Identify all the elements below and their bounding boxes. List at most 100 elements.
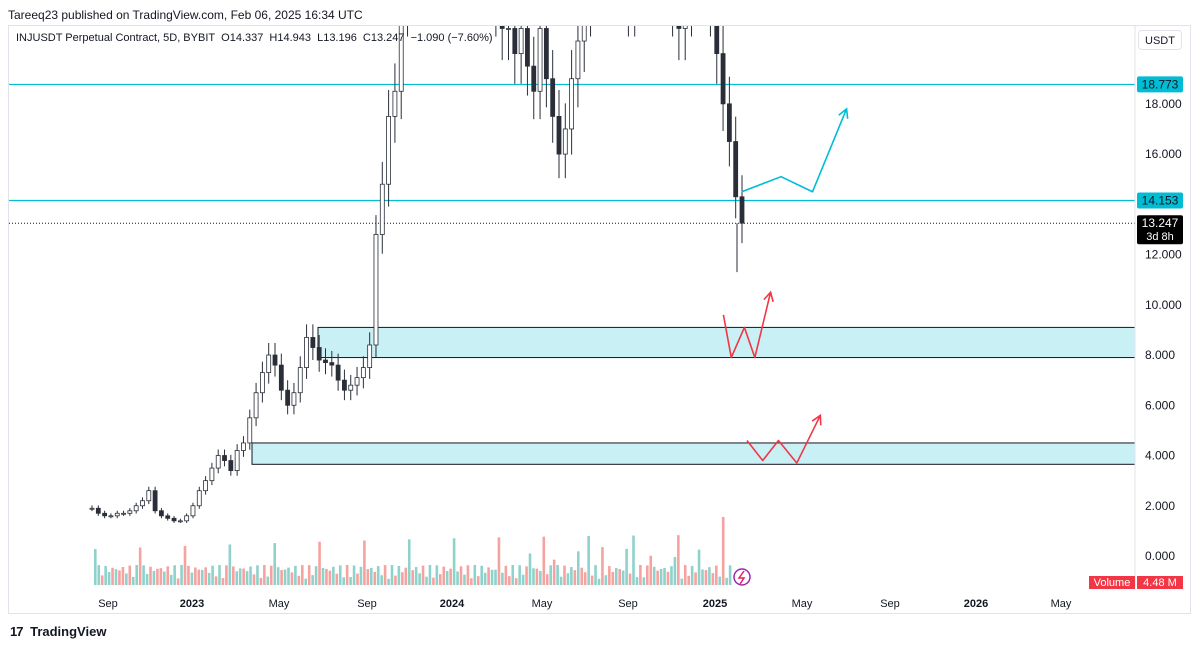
candle[interactable] bbox=[556, 90, 562, 179]
candle[interactable] bbox=[184, 513, 190, 523]
candle[interactable] bbox=[234, 444, 240, 476]
candle[interactable] bbox=[506, 0, 511, 61]
candle[interactable] bbox=[720, 23, 726, 131]
candle[interactable] bbox=[329, 350, 335, 377]
candle[interactable] bbox=[297, 356, 303, 403]
candle[interactable] bbox=[342, 369, 347, 401]
candle[interactable] bbox=[537, 0, 543, 120]
candle[interactable] bbox=[676, 0, 682, 61]
currency-button[interactable]: USDT bbox=[1138, 30, 1182, 50]
candle[interactable] bbox=[272, 342, 278, 377]
red-bounce-upper-arrowhead bbox=[763, 290, 774, 303]
candle-body bbox=[247, 417, 253, 444]
candle[interactable] bbox=[121, 510, 126, 516]
candle[interactable] bbox=[379, 161, 385, 254]
candle[interactable] bbox=[140, 497, 145, 509]
candle[interactable] bbox=[726, 76, 732, 167]
candle[interactable] bbox=[569, 50, 575, 155]
candle[interactable] bbox=[690, 0, 694, 37]
candle[interactable] bbox=[241, 436, 246, 457]
cyan-projection-arrowhead bbox=[838, 107, 849, 119]
candle[interactable] bbox=[285, 380, 291, 415]
candle[interactable] bbox=[639, 0, 643, 13]
candle[interactable] bbox=[190, 502, 196, 519]
candle[interactable] bbox=[708, 0, 712, 37]
candle[interactable] bbox=[171, 516, 177, 523]
candle[interactable] bbox=[367, 332, 373, 379]
candle[interactable] bbox=[360, 356, 366, 389]
candle[interactable] bbox=[525, 0, 530, 96]
candle[interactable] bbox=[354, 366, 360, 396]
candle[interactable] bbox=[222, 449, 227, 467]
candle[interactable] bbox=[562, 103, 568, 179]
candle[interactable] bbox=[543, 0, 549, 108]
candle[interactable] bbox=[266, 342, 272, 384]
candle[interactable] bbox=[335, 353, 341, 391]
candle[interactable] bbox=[626, 0, 630, 37]
candle[interactable] bbox=[177, 518, 183, 523]
candle[interactable] bbox=[323, 348, 328, 375]
candle[interactable] bbox=[386, 90, 392, 207]
volume-bar bbox=[149, 566, 152, 585]
candle[interactable] bbox=[348, 374, 354, 401]
volume-bar bbox=[518, 565, 521, 585]
candle[interactable] bbox=[682, 0, 688, 61]
candle[interactable] bbox=[133, 502, 139, 514]
candle[interactable] bbox=[531, 36, 537, 120]
candle[interactable] bbox=[581, 0, 587, 72]
candle[interactable] bbox=[152, 486, 158, 514]
volume-bar bbox=[332, 566, 335, 585]
candle[interactable] bbox=[398, 0, 404, 120]
cyan-projection[interactable] bbox=[741, 108, 848, 193]
event-lightning-icon[interactable] bbox=[733, 568, 751, 586]
candle[interactable] bbox=[228, 454, 234, 476]
candle[interactable] bbox=[304, 324, 309, 379]
candle[interactable] bbox=[316, 334, 322, 372]
candle-body bbox=[720, 53, 726, 105]
candle[interactable] bbox=[550, 50, 556, 143]
volume-bar bbox=[508, 576, 511, 585]
candle[interactable] bbox=[518, 0, 524, 84]
volume-bar bbox=[473, 565, 477, 585]
candle[interactable] bbox=[739, 175, 745, 244]
candle[interactable] bbox=[215, 449, 221, 474]
symbol-name[interactable]: INJUSDT Perpetual Contract, 5D, BYBIT bbox=[16, 32, 216, 44]
candle[interactable] bbox=[488, 0, 492, 13]
candle[interactable] bbox=[159, 508, 164, 519]
candle[interactable] bbox=[714, 0, 720, 84]
candle[interactable] bbox=[278, 353, 284, 401]
candle[interactable] bbox=[146, 486, 152, 505]
candle[interactable] bbox=[259, 361, 265, 403]
candle[interactable] bbox=[247, 409, 253, 450]
candle[interactable] bbox=[512, 0, 518, 84]
volume-bar bbox=[708, 567, 711, 585]
candle[interactable] bbox=[165, 513, 171, 521]
lower-demand-zone[interactable] bbox=[251, 442, 1135, 465]
candle[interactable] bbox=[209, 462, 215, 486]
candle[interactable] bbox=[95, 505, 101, 516]
candle[interactable] bbox=[196, 486, 202, 509]
candle[interactable] bbox=[499, 0, 505, 61]
candle[interactable] bbox=[291, 382, 297, 415]
candle[interactable] bbox=[702, 0, 706, 13]
candle[interactable] bbox=[733, 116, 739, 219]
candle[interactable] bbox=[127, 508, 133, 516]
candle[interactable] bbox=[392, 63, 398, 143]
candle[interactable] bbox=[310, 324, 316, 361]
candle[interactable] bbox=[589, 0, 593, 37]
red-bounce-lower[interactable] bbox=[746, 414, 822, 464]
red-bounce-upper[interactable] bbox=[722, 292, 772, 359]
candle[interactable] bbox=[671, 0, 675, 37]
candle[interactable] bbox=[203, 476, 208, 495]
candle[interactable] bbox=[633, 0, 637, 37]
candle[interactable] bbox=[102, 510, 108, 519]
volume-bar bbox=[583, 572, 587, 585]
candle[interactable] bbox=[114, 510, 120, 519]
candle[interactable] bbox=[108, 513, 114, 519]
candle[interactable] bbox=[253, 382, 259, 427]
y-tick-label: 4.000 bbox=[1145, 449, 1175, 463]
candle[interactable] bbox=[575, 10, 581, 108]
candle[interactable] bbox=[89, 505, 95, 512]
candle[interactable] bbox=[373, 215, 379, 358]
